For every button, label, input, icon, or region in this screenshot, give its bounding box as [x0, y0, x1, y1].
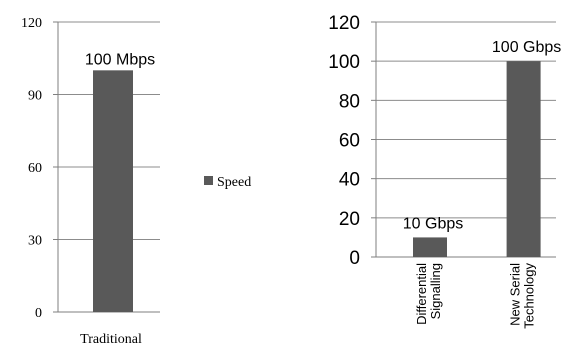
right-bar [506, 61, 541, 257]
left-y-tick-label: 90 [28, 89, 42, 104]
right-bar-chart: 0 20 40 60 80 100 120 10 Gbps 100 Gbps Differen… [328, 13, 561, 329]
right-bar-data-label: 100 Gbps [492, 39, 561, 56]
left-bar [93, 70, 133, 312]
right-x-tick-label-line: Technology [522, 263, 537, 329]
legend: Speed [204, 175, 251, 190]
right-y-tick-label: 40 [339, 170, 360, 191]
right-y-tick-label: 20 [339, 209, 360, 230]
left-y-tick-label: 30 [28, 234, 42, 249]
left-x-tick-label: Traditional [80, 332, 142, 347]
right-x-tick-label-line: Signalling [428, 263, 443, 319]
legend-label: Speed [217, 175, 251, 190]
right-bars: 10 Gbps 100 Gbps [403, 39, 561, 257]
left-y-tick-label: 60 [28, 161, 42, 176]
legend-swatch [204, 176, 213, 185]
right-bar-data-label: 10 Gbps [403, 215, 463, 232]
right-y-tick-label: 120 [328, 13, 360, 34]
right-y-tick-label: 100 [328, 52, 360, 73]
right-x-tick-label: Differential Signalling [414, 263, 443, 325]
right-y-tick-label: 60 [339, 131, 360, 152]
right-y-ticks: 0 20 40 60 80 100 120 [328, 13, 376, 269]
left-bar-data-label: 100 Mbps [85, 51, 155, 68]
left-y-tick-label: 0 [35, 306, 42, 321]
right-x-tick-label-line: Differential [414, 263, 429, 325]
left-bar-chart: 0 30 60 90 120 100 Mbps Traditional [21, 16, 160, 347]
right-y-tick-label: 80 [339, 91, 360, 112]
right-x-tick-label-line: New Serial [508, 263, 523, 326]
left-y-tick-label: 120 [21, 16, 42, 31]
right-x-tick-label: New Serial Technology [508, 263, 537, 329]
right-x-labels: Differential Signalling New Serial Technolo… [414, 263, 537, 329]
right-y-tick-label: 0 [349, 248, 360, 269]
left-y-ticks: 0 30 60 90 120 [21, 16, 58, 321]
right-bar [413, 237, 447, 257]
left-bars: 100 Mbps [85, 51, 155, 312]
left-x-labels: Traditional [80, 332, 142, 347]
